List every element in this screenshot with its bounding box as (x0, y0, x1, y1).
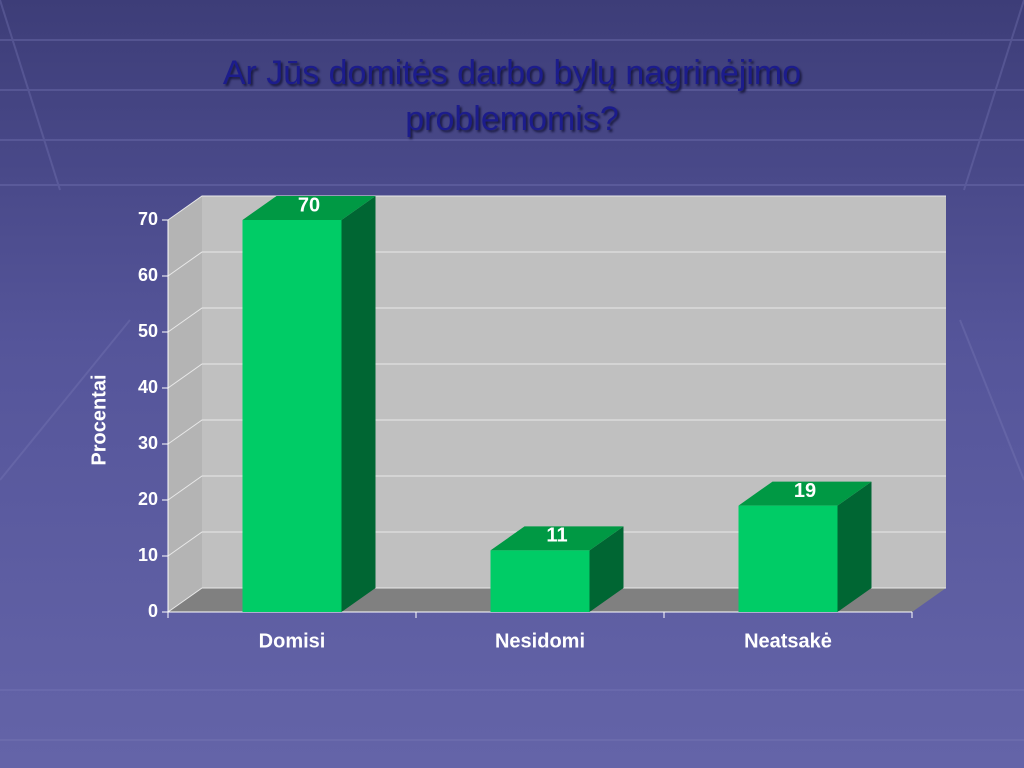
chart-title: Ar Jūs domitės darbo bylų nagrinėjimo pr… (222, 54, 802, 138)
grid-line (167, 531, 946, 557)
x-tick-label: Neatsakė (744, 630, 832, 652)
y-tick-label: 30 (138, 433, 158, 453)
bar (490, 526, 624, 612)
grid-line (167, 363, 946, 389)
grid-line (167, 251, 946, 277)
bar-top (738, 481, 872, 506)
side-wall (168, 196, 202, 612)
value-label: 19 (794, 480, 816, 502)
bar (738, 481, 872, 612)
bar-side (589, 526, 624, 612)
grid-line (167, 475, 946, 501)
bar-front (242, 220, 342, 612)
bar-side (341, 196, 376, 612)
grid-line (167, 195, 946, 221)
y-tick-label: 70 (138, 209, 158, 229)
grid-line (167, 419, 946, 445)
bar-front (490, 550, 590, 612)
value-label: 11 (546, 525, 567, 547)
y-axis-label: Procentai (88, 374, 110, 465)
y-tick-label: 20 (138, 489, 158, 509)
x-tick-label: Nesidomi (495, 630, 585, 652)
bar-top (242, 196, 376, 220)
grid-line (167, 307, 946, 333)
value-label: 70 (298, 194, 320, 216)
bar-side (837, 481, 872, 612)
back-wall (202, 196, 946, 588)
y-tick-label: 10 (138, 545, 158, 565)
y-tick-label: 60 (138, 265, 158, 285)
bar (242, 196, 376, 612)
y-tick-label: 40 (138, 377, 158, 397)
x-tick-label: Domisi (259, 630, 326, 652)
y-tick-label: 50 (138, 321, 158, 341)
bar-front (738, 505, 838, 612)
bar-top (490, 526, 624, 551)
y-tick-label: 0 (148, 601, 158, 621)
grid-line (167, 587, 946, 613)
